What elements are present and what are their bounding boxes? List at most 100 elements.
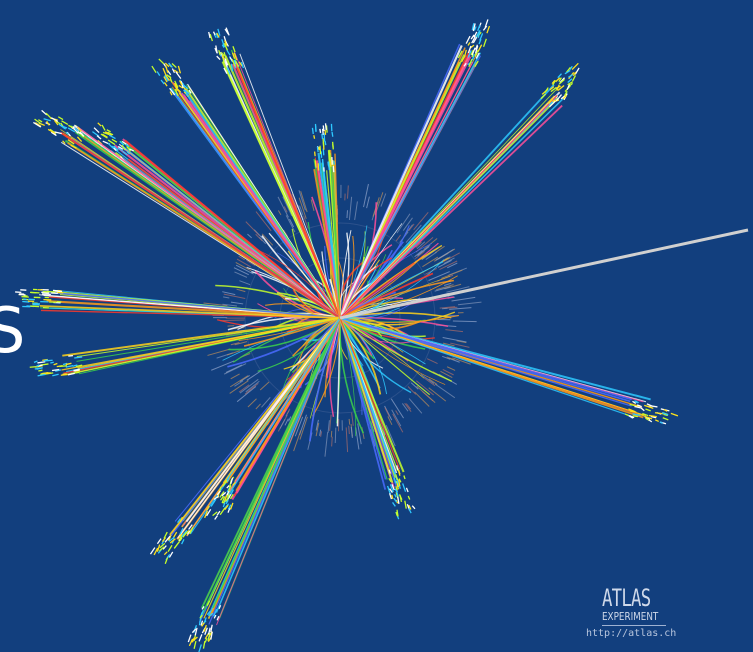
energy-deposit [76, 136, 83, 143]
energy-deposit [177, 65, 182, 74]
energy-deposit [331, 131, 334, 137]
energy-deposit [389, 493, 393, 500]
energy-deposit [648, 419, 653, 423]
calorimeter-tower [441, 307, 448, 310]
calorimeter-tower [223, 296, 230, 299]
energy-deposit [470, 34, 475, 40]
energy-deposit [232, 481, 237, 486]
energy-deposit [467, 45, 472, 54]
energy-deposit [223, 67, 228, 75]
calorimeter-tower [410, 382, 419, 390]
energy-deposit [555, 85, 561, 90]
energy-deposit [216, 32, 220, 38]
jet-track [172, 86, 341, 319]
energy-deposit [65, 131, 69, 135]
energy-deposit [471, 23, 475, 31]
energy-deposit [645, 408, 651, 412]
energy-deposit [313, 151, 316, 157]
energy-deposit [41, 109, 48, 116]
calorimeter-tower [225, 364, 243, 373]
energy-deposit [213, 614, 217, 619]
energy-deposit [175, 71, 182, 79]
calorimeter-tower [437, 259, 452, 268]
calorimeter-tower [390, 398, 404, 419]
energy-deposit [162, 545, 167, 550]
energy-deposit [210, 631, 213, 640]
energy-deposit [169, 91, 173, 96]
energy-deposit [171, 68, 176, 74]
energy-deposit [194, 627, 198, 636]
energy-deposit [475, 44, 479, 50]
calorimeter-tower [428, 271, 450, 281]
calorimeter-tower [422, 256, 439, 268]
calorimeter-tower [415, 241, 422, 248]
calorimeter-tower [346, 210, 349, 219]
energy-deposit [104, 131, 113, 136]
energy-deposit [37, 361, 46, 364]
energy-deposit [201, 622, 205, 627]
jet-track [185, 84, 341, 319]
energy-deposit [149, 547, 156, 555]
calorimeter-tower [413, 211, 429, 231]
energy-deposit [391, 484, 395, 491]
energy-deposit [23, 298, 27, 301]
energy-deposit [72, 364, 78, 367]
calorimeter-tower [380, 193, 387, 207]
energy-deposit [199, 614, 203, 619]
calorimeter-tower [236, 386, 257, 403]
jet-track [226, 317, 341, 498]
jet-track [339, 317, 651, 401]
energy-deposit [567, 81, 574, 86]
energy-deposit [227, 485, 232, 492]
energy-deposit [177, 518, 182, 524]
energy-deposit [117, 147, 123, 152]
jet-track [339, 55, 482, 319]
calorimeter-tower [408, 223, 415, 232]
energy-deposit [474, 60, 479, 68]
energy-deposit [393, 497, 398, 503]
calorimeter-tower [395, 234, 401, 242]
track [292, 317, 341, 357]
calorimeter-tower [255, 211, 272, 232]
jet-track [199, 317, 341, 619]
energy-deposit [34, 118, 42, 125]
energy-deposit [60, 373, 68, 376]
energy-deposit [219, 507, 226, 516]
energy-deposit [74, 127, 79, 132]
energy-deposit [221, 39, 226, 48]
energy-deposit [55, 290, 63, 293]
calorimeter-tower [346, 185, 349, 199]
calorimeter-tower [288, 416, 292, 422]
energy-deposit [549, 86, 555, 91]
calorimeter-tower [255, 233, 263, 242]
energy-deposit [52, 373, 59, 377]
energy-deposit [33, 121, 42, 128]
calorimeter-tower [456, 340, 467, 344]
energy-deposit [394, 493, 397, 498]
energy-deposit [126, 151, 131, 155]
energy-deposit [212, 31, 216, 36]
energy-deposit [404, 500, 407, 509]
energy-deposit [43, 359, 49, 362]
logo-title: ATLAS [602, 584, 651, 612]
energy-deposit [471, 47, 476, 56]
calorimeter-tower [446, 262, 458, 269]
energy-deposit [156, 538, 162, 545]
energy-deposit [206, 508, 212, 517]
energy-deposit [457, 50, 463, 59]
energy-deposit [206, 610, 211, 616]
calorimeter-tower [396, 213, 411, 234]
jet-track [234, 63, 341, 319]
jet-track [339, 104, 563, 319]
calorimeter-tower [239, 378, 259, 394]
energy-deposit [322, 138, 325, 147]
jet-track [339, 317, 401, 470]
energy-deposit [473, 26, 477, 31]
energy-deposit [403, 475, 406, 480]
jet-track [41, 290, 341, 319]
energy-deposit [164, 535, 171, 543]
calorimeter-tower [408, 398, 423, 414]
calorimeter-tower [440, 370, 453, 379]
energy-deposit [484, 19, 489, 28]
